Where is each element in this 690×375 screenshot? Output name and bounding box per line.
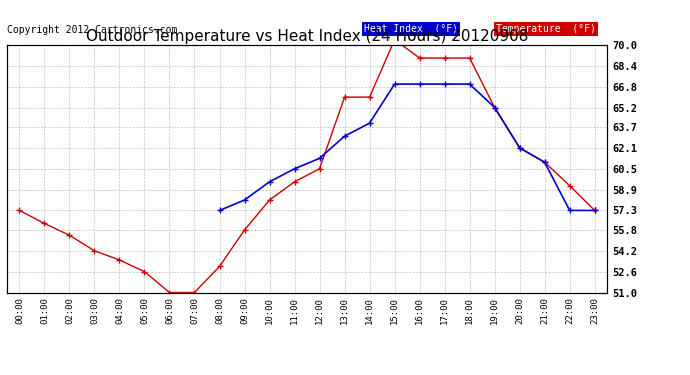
Text: Copyright 2012 Cartronics.com: Copyright 2012 Cartronics.com xyxy=(7,25,177,35)
Title: Outdoor Temperature vs Heat Index (24 Hours) 20120908: Outdoor Temperature vs Heat Index (24 Ho… xyxy=(86,29,529,44)
Text: Temperature  (°F): Temperature (°F) xyxy=(496,24,596,34)
Text: Heat Index  (°F): Heat Index (°F) xyxy=(364,24,458,34)
